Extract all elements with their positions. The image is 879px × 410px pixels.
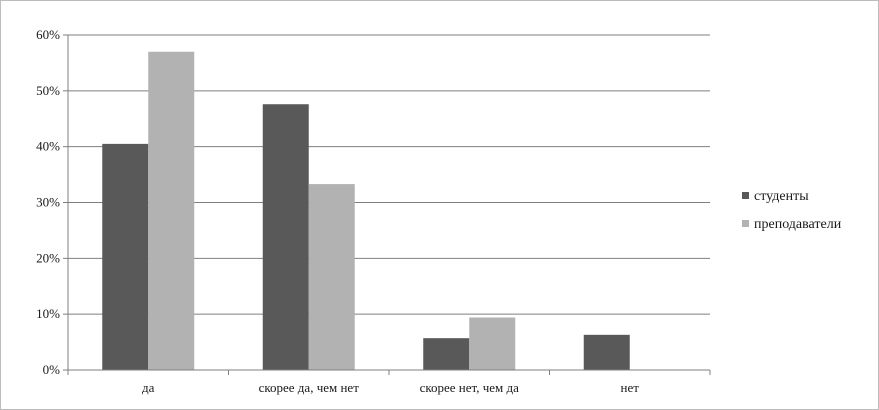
x-tick-label: да [142, 380, 155, 395]
bar-teachers [148, 51, 195, 370]
bar-teachers [469, 317, 516, 370]
x-axis: да скорее да, чем нет скорее нет, чем да не… [67, 369, 711, 395]
legend-label-students: студенты [754, 189, 809, 204]
y-tick-label: 30% [36, 195, 60, 210]
y-tick-label: 10% [36, 306, 60, 321]
y-tick-label: 20% [36, 250, 60, 265]
x-tick-label: скорее нет, чем да [420, 380, 520, 395]
y-tick-label: 0% [43, 362, 61, 377]
bar-students [583, 334, 630, 370]
y-tick-label: 40% [36, 139, 60, 154]
y-tick-label: 60% [36, 27, 60, 42]
x-tick-label: нет [621, 380, 640, 395]
legend-label-teachers: преподаватели [754, 217, 842, 232]
y-axis: 0% 10% 20% 30% 40% 50% 60% [36, 27, 69, 377]
bars [102, 51, 630, 370]
bar-teachers [308, 184, 355, 370]
legend-swatch-teachers [742, 220, 749, 227]
bar-students [423, 338, 470, 370]
legend: студенты преподаватели [742, 189, 842, 232]
legend-swatch-students [742, 192, 749, 199]
bar-students [262, 104, 309, 370]
bar-students [102, 143, 149, 370]
x-tick-label: скорее да, чем нет [259, 380, 360, 395]
y-tick-label: 50% [36, 83, 60, 98]
